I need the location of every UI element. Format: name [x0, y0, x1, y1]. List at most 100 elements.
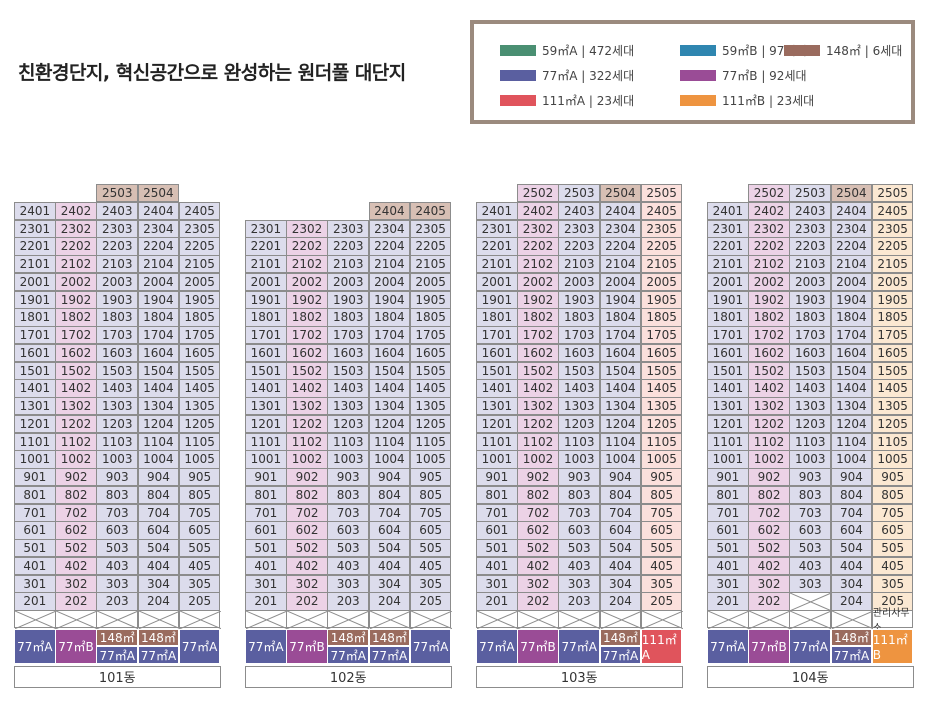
unit-cell: 205 — [640, 592, 683, 611]
unit-cell: 404 — [830, 556, 873, 575]
unit-cell: 2205 — [871, 237, 914, 256]
unit-type-bar: 77㎡A — [789, 628, 832, 664]
unit-type-bar: 77㎡B — [748, 628, 790, 664]
unit-cell: 1003 — [558, 450, 601, 469]
unit-cell: 1301 — [14, 397, 56, 416]
unit-cell: 1204 — [368, 414, 411, 433]
legend-item-t77A: 77㎡A | 322세대 — [500, 67, 634, 83]
unit-cell: 601 — [707, 521, 749, 540]
unit-cell: 305 — [640, 574, 683, 593]
unit-cell: 1005 — [640, 450, 683, 469]
unit-cell: 1404 — [137, 379, 180, 398]
unit-cell: 1405 — [871, 379, 914, 398]
unit-cell: 302 — [55, 574, 97, 593]
unit-cell: 2102 — [748, 255, 790, 274]
unit-cell: 1001 — [245, 450, 287, 469]
unit-cell: 805 — [409, 485, 452, 504]
unit-cell: 2001 — [14, 272, 56, 291]
unit-cell: 1102 — [517, 432, 559, 451]
unit-cell: 1801 — [14, 308, 56, 327]
unit-cell: 1903 — [558, 290, 601, 309]
unit-cell: 902 — [748, 468, 790, 487]
unit-cell: 2001 — [245, 272, 287, 291]
unit-cell: 2201 — [14, 237, 56, 256]
pilotis-cell — [707, 610, 750, 629]
unit-cell: 2203 — [558, 237, 601, 256]
unit-cell: 902 — [517, 468, 559, 487]
unit-cell: 1605 — [178, 343, 221, 362]
unit-cell: 1603 — [96, 343, 139, 362]
unit-cell: 1204 — [830, 414, 873, 433]
unit-cell: 2002 — [748, 272, 790, 291]
unit-cell: 801 — [476, 485, 518, 504]
unit-cell: 205 — [178, 592, 221, 611]
unit-cell: 904 — [368, 468, 411, 487]
unit-cell: 2301 — [476, 219, 518, 238]
legend-label: 59㎡A | 472세대 — [542, 43, 635, 58]
unit-cell: 2304 — [368, 219, 411, 238]
empty-unit-cell — [789, 592, 832, 611]
unit-cell: 501 — [245, 539, 287, 558]
unit-cell: 1503 — [789, 361, 832, 380]
unit-cell: 905 — [871, 468, 914, 487]
unit-type-bar: 111㎡A — [640, 628, 683, 664]
unit-cell: 1904 — [599, 290, 642, 309]
unit-cell: 1505 — [178, 361, 221, 380]
unit-cell: 604 — [830, 521, 873, 540]
unit-type-bar: 77㎡A — [409, 628, 452, 664]
unit-cell: 1104 — [599, 432, 642, 451]
unit-cell: 1902 — [748, 290, 790, 309]
unit-type-bar: 77㎡A — [830, 646, 873, 664]
unit-cell: 1002 — [286, 450, 328, 469]
unit-cell: 1102 — [286, 432, 328, 451]
unit-cell: 1604 — [368, 343, 411, 362]
unit-cell: 2405 — [178, 201, 221, 220]
pilotis-cell — [599, 610, 642, 629]
unit-cell: 2001 — [707, 272, 749, 291]
unit-cell: 1303 — [96, 397, 139, 416]
unit-cell: 301 — [707, 574, 749, 593]
unit-cell: 502 — [748, 539, 790, 558]
unit-cell: 1002 — [517, 450, 559, 469]
unit-cell: 303 — [789, 574, 832, 593]
unit-cell: 2301 — [14, 219, 56, 238]
unit-cell: 605 — [409, 521, 452, 540]
unit-cell: 1504 — [599, 361, 642, 380]
unit-cell: 2203 — [327, 237, 370, 256]
unit-cell: 1701 — [245, 326, 287, 345]
unit-cell: 1905 — [178, 290, 221, 309]
unit-cell: 1602 — [55, 343, 97, 362]
unit-cell: 1501 — [14, 361, 56, 380]
unit-cell: 702 — [55, 503, 97, 522]
unit-cell: 2304 — [830, 219, 873, 238]
unit-cell: 304 — [137, 574, 180, 593]
unit-cell: 704 — [137, 503, 180, 522]
unit-cell: 2102 — [55, 255, 97, 274]
unit-cell: 1504 — [368, 361, 411, 380]
unit-type-bar: 148㎡ — [368, 628, 411, 647]
unit-cell: 1303 — [327, 397, 370, 416]
unit-cell: 901 — [245, 468, 287, 487]
unit-type-bar: 148㎡ — [327, 628, 370, 647]
unit-cell: 1603 — [558, 343, 601, 362]
legend-label: 77㎡B | 92세대 — [722, 68, 807, 83]
unit-cell: 705 — [409, 503, 452, 522]
unit-cell: 2304 — [137, 219, 180, 238]
unit-cell: 305 — [178, 574, 221, 593]
unit-cell: 505 — [871, 539, 914, 558]
unit-cell: 1302 — [748, 397, 790, 416]
unit-cell: 2002 — [286, 272, 328, 291]
unit-cell: 2002 — [55, 272, 97, 291]
unit-cell: 2404 — [137, 201, 180, 220]
unit-cell: 1705 — [178, 326, 221, 345]
unit-cell: 1305 — [409, 397, 452, 416]
unit-cell: 1401 — [14, 379, 56, 398]
unit-cell: 1001 — [14, 450, 56, 469]
unit-cell: 2104 — [368, 255, 411, 274]
unit-cell: 505 — [640, 539, 683, 558]
unit-cell: 703 — [96, 503, 139, 522]
unit-cell: 1505 — [640, 361, 683, 380]
unit-cell: 1504 — [830, 361, 873, 380]
unit-cell: 902 — [55, 468, 97, 487]
unit-cell: 1502 — [286, 361, 328, 380]
